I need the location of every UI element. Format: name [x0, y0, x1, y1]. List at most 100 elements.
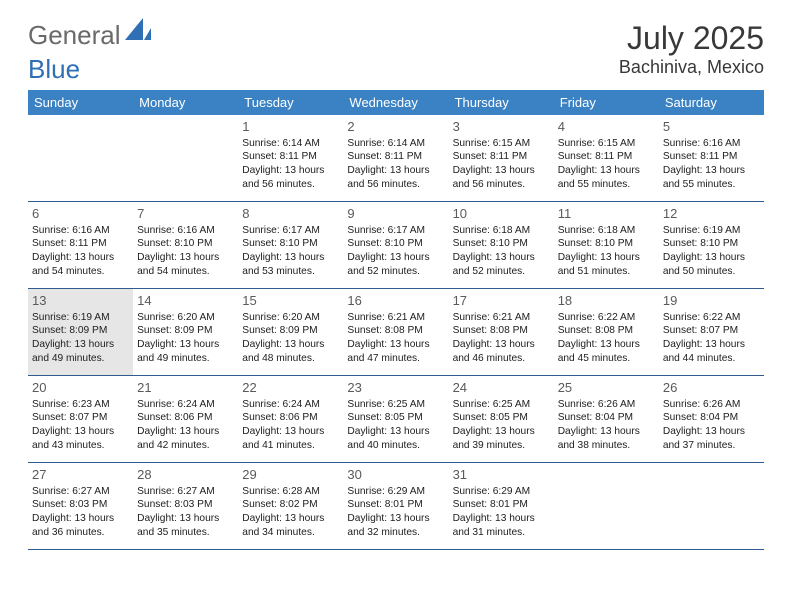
info-line: Sunset: 8:10 PM [137, 237, 234, 251]
day-cell: 4Sunrise: 6:15 AMSunset: 8:11 PMDaylight… [554, 115, 659, 201]
info-line: Sunset: 8:06 PM [242, 411, 339, 425]
day-cell: 15Sunrise: 6:20 AMSunset: 8:09 PMDayligh… [238, 289, 343, 375]
info-line: Sunset: 8:10 PM [242, 237, 339, 251]
info-line: Sunrise: 6:15 AM [558, 137, 655, 151]
info-line: Sunrise: 6:29 AM [347, 485, 444, 499]
day-number: 8 [242, 205, 339, 223]
day-cell: 5Sunrise: 6:16 AMSunset: 8:11 PMDaylight… [659, 115, 764, 201]
info-line: Sunrise: 6:24 AM [242, 398, 339, 412]
info-line: Sunset: 8:10 PM [558, 237, 655, 251]
info-line: Daylight: 13 hours and 37 minutes. [663, 425, 760, 453]
info-line: Daylight: 13 hours and 56 minutes. [347, 164, 444, 192]
info-line: Sunrise: 6:22 AM [558, 311, 655, 325]
day-header: Tuesday [238, 90, 343, 115]
info-line: Sunset: 8:11 PM [32, 237, 129, 251]
info-line: Daylight: 13 hours and 54 minutes. [32, 251, 129, 279]
info-line: Daylight: 13 hours and 55 minutes. [558, 164, 655, 192]
day-cell: 7Sunrise: 6:16 AMSunset: 8:10 PMDaylight… [133, 202, 238, 288]
day-cell: 1Sunrise: 6:14 AMSunset: 8:11 PMDaylight… [238, 115, 343, 201]
day-cell: 27Sunrise: 6:27 AMSunset: 8:03 PMDayligh… [28, 463, 133, 549]
info-line: Daylight: 13 hours and 40 minutes. [347, 425, 444, 453]
day-number: 14 [137, 292, 234, 310]
logo-text-part1: General [28, 20, 121, 51]
info-line: Sunrise: 6:26 AM [663, 398, 760, 412]
day-cell: 22Sunrise: 6:24 AMSunset: 8:06 PMDayligh… [238, 376, 343, 462]
info-line: Sunrise: 6:21 AM [347, 311, 444, 325]
info-line: Sunset: 8:01 PM [347, 498, 444, 512]
day-cell: 24Sunrise: 6:25 AMSunset: 8:05 PMDayligh… [449, 376, 554, 462]
info-line: Sunrise: 6:20 AM [137, 311, 234, 325]
day-number: 17 [453, 292, 550, 310]
info-line: Sunrise: 6:18 AM [453, 224, 550, 238]
day-number: 23 [347, 379, 444, 397]
day-number: 10 [453, 205, 550, 223]
info-line: Sunrise: 6:21 AM [453, 311, 550, 325]
day-number: 3 [453, 118, 550, 136]
day-number: 7 [137, 205, 234, 223]
info-line: Sunrise: 6:27 AM [32, 485, 129, 499]
day-header: Saturday [659, 90, 764, 115]
info-line: Daylight: 13 hours and 55 minutes. [663, 164, 760, 192]
info-line: Sunrise: 6:25 AM [347, 398, 444, 412]
info-line: Daylight: 13 hours and 34 minutes. [242, 512, 339, 540]
day-cell: 8Sunrise: 6:17 AMSunset: 8:10 PMDaylight… [238, 202, 343, 288]
info-line: Daylight: 13 hours and 44 minutes. [663, 338, 760, 366]
month-title: July 2025 [619, 20, 764, 57]
info-line: Sunset: 8:09 PM [32, 324, 129, 338]
calendar: SundayMondayTuesdayWednesdayThursdayFrid… [28, 90, 764, 550]
info-line: Daylight: 13 hours and 51 minutes. [558, 251, 655, 279]
info-line: Daylight: 13 hours and 54 minutes. [137, 251, 234, 279]
info-line: Daylight: 13 hours and 56 minutes. [242, 164, 339, 192]
info-line: Sunrise: 6:15 AM [453, 137, 550, 151]
info-line: Sunset: 8:02 PM [242, 498, 339, 512]
day-cell: 2Sunrise: 6:14 AMSunset: 8:11 PMDaylight… [343, 115, 448, 201]
info-line: Sunrise: 6:23 AM [32, 398, 129, 412]
info-line: Sunset: 8:11 PM [347, 150, 444, 164]
info-line: Sunset: 8:09 PM [137, 324, 234, 338]
info-line: Sunrise: 6:25 AM [453, 398, 550, 412]
day-cell: 3Sunrise: 6:15 AMSunset: 8:11 PMDaylight… [449, 115, 554, 201]
day-number: 20 [32, 379, 129, 397]
day-cell: 14Sunrise: 6:20 AMSunset: 8:09 PMDayligh… [133, 289, 238, 375]
day-number: 30 [347, 466, 444, 484]
info-line: Sunrise: 6:28 AM [242, 485, 339, 499]
info-line: Sunrise: 6:18 AM [558, 224, 655, 238]
info-line: Daylight: 13 hours and 32 minutes. [347, 512, 444, 540]
info-line: Sunset: 8:07 PM [32, 411, 129, 425]
info-line: Sunrise: 6:16 AM [663, 137, 760, 151]
info-line: Daylight: 13 hours and 43 minutes. [32, 425, 129, 453]
day-cell: 28Sunrise: 6:27 AMSunset: 8:03 PMDayligh… [133, 463, 238, 549]
info-line: Sunset: 8:10 PM [347, 237, 444, 251]
logo-text-part2: Blue [28, 54, 80, 84]
day-cell: 11Sunrise: 6:18 AMSunset: 8:10 PMDayligh… [554, 202, 659, 288]
day-cell: 21Sunrise: 6:24 AMSunset: 8:06 PMDayligh… [133, 376, 238, 462]
day-number: 24 [453, 379, 550, 397]
info-line: Daylight: 13 hours and 31 minutes. [453, 512, 550, 540]
info-line: Sunset: 8:11 PM [558, 150, 655, 164]
info-line: Sunset: 8:07 PM [663, 324, 760, 338]
week-row: 13Sunrise: 6:19 AMSunset: 8:09 PMDayligh… [28, 289, 764, 376]
day-number: 22 [242, 379, 339, 397]
logo-sail-icon [125, 18, 151, 45]
day-header: Thursday [449, 90, 554, 115]
info-line: Daylight: 13 hours and 56 minutes. [453, 164, 550, 192]
day-number: 31 [453, 466, 550, 484]
day-header: Friday [554, 90, 659, 115]
info-line: Sunset: 8:04 PM [663, 411, 760, 425]
info-line: Sunrise: 6:14 AM [347, 137, 444, 151]
day-number: 6 [32, 205, 129, 223]
info-line: Sunrise: 6:29 AM [453, 485, 550, 499]
day-cell: 23Sunrise: 6:25 AMSunset: 8:05 PMDayligh… [343, 376, 448, 462]
info-line: Sunrise: 6:14 AM [242, 137, 339, 151]
day-cell: 26Sunrise: 6:26 AMSunset: 8:04 PMDayligh… [659, 376, 764, 462]
info-line: Sunset: 8:11 PM [663, 150, 760, 164]
day-cell: 12Sunrise: 6:19 AMSunset: 8:10 PMDayligh… [659, 202, 764, 288]
location-label: Bachiniva, Mexico [619, 57, 764, 78]
day-number: 5 [663, 118, 760, 136]
info-line: Sunset: 8:01 PM [453, 498, 550, 512]
info-line: Sunset: 8:10 PM [663, 237, 760, 251]
info-line: Daylight: 13 hours and 52 minutes. [453, 251, 550, 279]
day-cell: 13Sunrise: 6:19 AMSunset: 8:09 PMDayligh… [28, 289, 133, 375]
empty-cell [28, 115, 133, 201]
day-header: Monday [133, 90, 238, 115]
